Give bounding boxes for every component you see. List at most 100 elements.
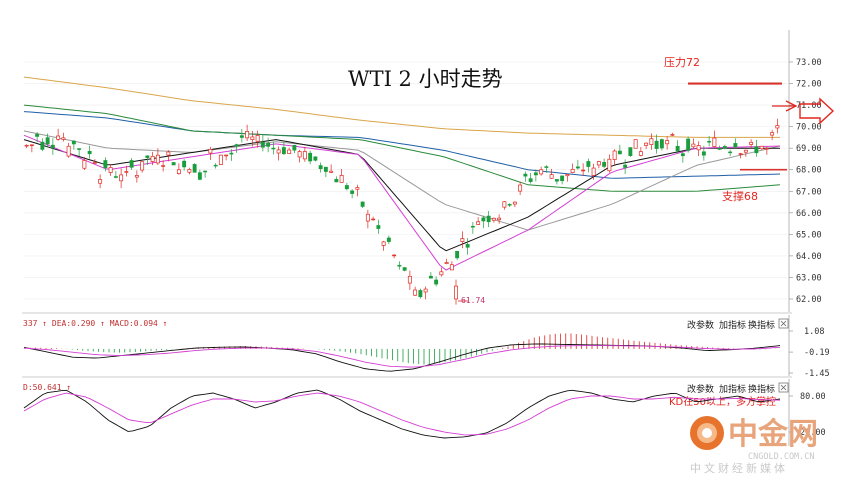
candle-body [381, 241, 386, 246]
edit-params-button[interactable]: 改参数 [687, 319, 714, 331]
candle-body [386, 237, 391, 242]
kd-edit-params-button[interactable]: 改参数 [687, 383, 714, 395]
candle-body [570, 168, 575, 173]
candle-body [549, 174, 554, 179]
kd-k-line [23, 389, 781, 439]
candle-body [497, 217, 502, 221]
candle-body [696, 145, 701, 151]
candle-body [208, 149, 213, 154]
price-tick-label: 63.00 [796, 273, 822, 283]
candle-body [460, 238, 465, 242]
candle-body [591, 167, 596, 176]
macd-tick-label: 1.08 [804, 327, 824, 337]
brand-name: 中金网 [728, 417, 818, 452]
moving-average-line [23, 76, 780, 138]
candle-body [313, 156, 318, 161]
candle-body [491, 217, 496, 221]
kd-legend: D:50.641 ↑ [23, 383, 71, 392]
candle-body [434, 279, 439, 285]
candle-body [554, 179, 559, 182]
candle-body [82, 160, 87, 169]
candle-body [266, 142, 271, 147]
price-tick-label: 66.00 [796, 209, 822, 219]
candle-body [281, 147, 286, 155]
candle-body [749, 141, 754, 145]
kd-tick-label: 20.00 [800, 428, 826, 438]
price-tick-label: 69.00 [796, 144, 822, 154]
macd-tick-label: -0.19 [804, 348, 830, 358]
candle-body [239, 135, 244, 138]
candle-body [197, 172, 202, 180]
price-tick-label: 68.00 [796, 166, 822, 176]
candle-body [512, 201, 517, 205]
candle-body [449, 264, 454, 271]
macd-lines [23, 343, 781, 372]
candle-body [775, 125, 780, 129]
low-marker: 61.74 [458, 296, 485, 305]
candle-body [260, 142, 265, 148]
candlestick-series [24, 118, 780, 305]
candle-body [271, 147, 276, 150]
kd-d-line [23, 392, 781, 436]
candle-body [738, 153, 743, 155]
candle-body [339, 175, 344, 183]
switch-indicator-button[interactable]: 换指标 [748, 319, 775, 331]
candle-body [754, 146, 759, 154]
price-tick-label: 67.00 [796, 187, 822, 197]
candle-body [329, 170, 334, 173]
macd-axis-ticks: 1.08 -0.19 -1.45 [789, 327, 830, 379]
candle-body [628, 147, 633, 156]
candle-body [103, 160, 108, 169]
candle-body [229, 152, 234, 155]
candle-body [649, 138, 654, 145]
candle-body [418, 290, 423, 298]
macd-panel-buttons: 改参数 加指标 换指标 [687, 318, 789, 331]
candle-body [318, 165, 323, 169]
candle-body [575, 166, 580, 169]
candle-body [733, 143, 738, 148]
candle-body [722, 146, 727, 149]
candle-body [686, 138, 691, 151]
moving-average-line [23, 139, 780, 252]
candle-body [397, 264, 402, 267]
kd-add-indicator-button[interactable]: 加指标 [719, 383, 746, 395]
candle-body [539, 169, 544, 175]
kd-close-icon[interactable] [778, 382, 789, 393]
kd-axis-ticks: 80.00 20.00 [789, 392, 826, 438]
add-indicator-button[interactable]: 加指标 [719, 319, 746, 331]
candle-body [334, 179, 339, 183]
candle-body [287, 149, 292, 154]
candle-body [728, 151, 733, 154]
candle-body [56, 135, 61, 140]
kd-tick-label: 80.00 [800, 392, 826, 402]
candle-body [596, 161, 601, 166]
candle-body [355, 187, 360, 190]
candle-body [680, 153, 685, 157]
candle-body [119, 174, 124, 182]
candle-body [276, 149, 281, 154]
close-icon[interactable] [778, 318, 789, 329]
candle-body [155, 154, 160, 164]
candle-body [171, 162, 176, 166]
candle-body [665, 140, 670, 145]
price-tick-label: 72.00 [796, 80, 822, 90]
candle-body [533, 172, 538, 176]
macd-tick-label: -1.45 [804, 369, 830, 379]
macd-dea-line [23, 345, 781, 368]
price-tick-label: 73.00 [796, 58, 822, 68]
kd-switch-indicator-button[interactable]: 换指标 [748, 383, 775, 395]
candle-body [98, 179, 103, 184]
candle-body [770, 132, 775, 136]
candle-body [581, 169, 586, 172]
moving-average-line [23, 134, 781, 271]
candle-body [71, 140, 76, 145]
candle-body [476, 221, 481, 225]
candle-body [607, 158, 612, 172]
candle-body [350, 190, 355, 194]
candle-body [486, 215, 491, 223]
candle-body [654, 140, 659, 149]
candle-body [40, 141, 45, 150]
candle-body [633, 139, 638, 149]
candle-body [187, 169, 192, 173]
breakout-arrow-icon [772, 97, 835, 125]
